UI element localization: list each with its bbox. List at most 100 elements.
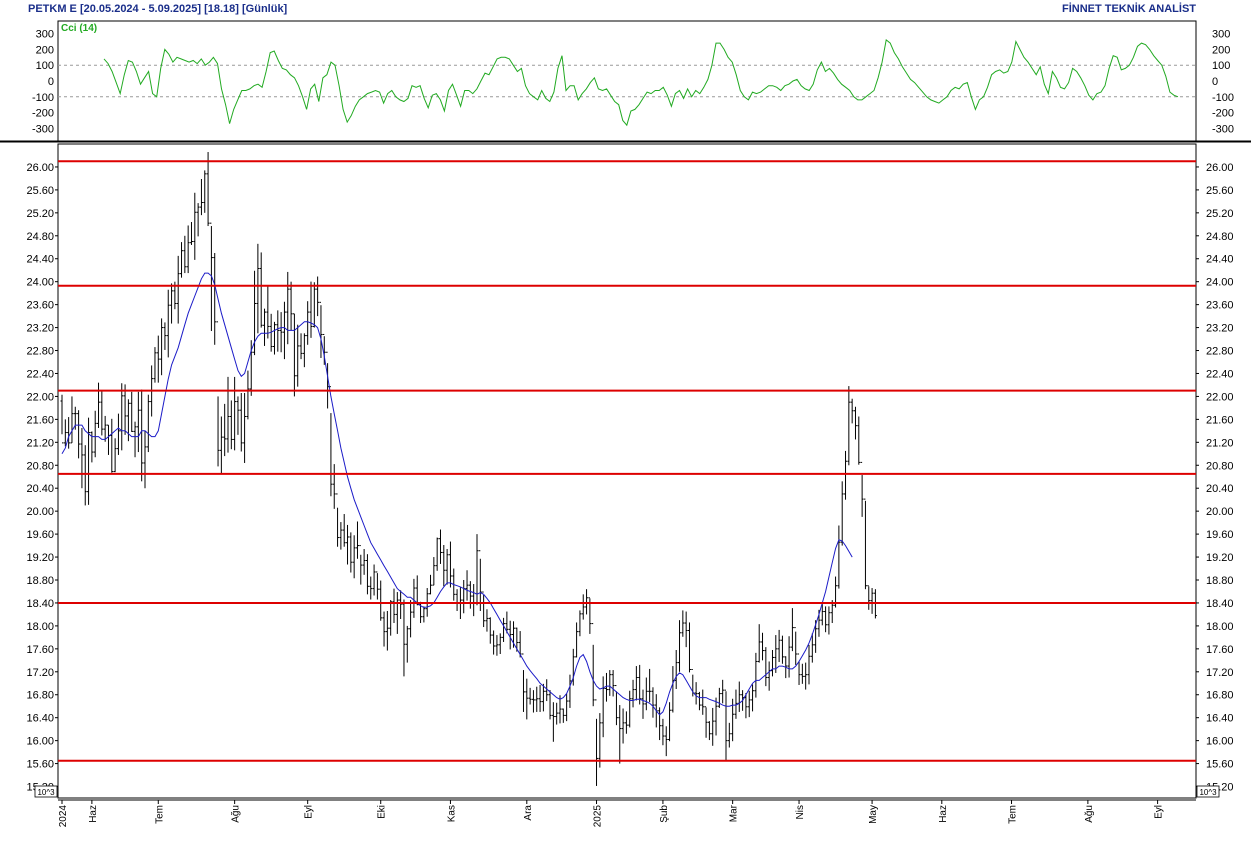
ohlc-bar bbox=[120, 383, 124, 451]
ohlc-bar bbox=[123, 384, 127, 435]
y-tick-label-left: 18.40 bbox=[26, 598, 54, 610]
ohlc-bar bbox=[535, 686, 539, 712]
ohlc-bar bbox=[751, 684, 755, 712]
ohlc-bar bbox=[256, 243, 260, 334]
ohlc-bar bbox=[863, 498, 867, 590]
ohlc-bar bbox=[824, 606, 828, 633]
ohlc-bar bbox=[243, 392, 247, 463]
ohlc-bar bbox=[558, 695, 562, 724]
cci-tick-left: -200 bbox=[32, 108, 54, 120]
ohlc-bar bbox=[681, 610, 685, 637]
ohlc-bar bbox=[844, 450, 848, 500]
ohlc-bar bbox=[226, 376, 230, 453]
price-pane-frame bbox=[57, 143, 1197, 799]
ohlc-bar bbox=[110, 418, 114, 473]
ohlc-bar bbox=[409, 600, 413, 638]
ohlc-bar bbox=[83, 445, 87, 506]
ohlc-bar bbox=[339, 522, 343, 550]
ohlc-bar bbox=[684, 611, 688, 648]
ohlc-bar bbox=[618, 705, 622, 764]
y-tick-label-left: 23.20 bbox=[26, 323, 54, 335]
ohlc-bar bbox=[166, 289, 170, 358]
ohlc-bar bbox=[93, 410, 97, 458]
ohlc-bar bbox=[797, 653, 801, 685]
ohlc-bar bbox=[727, 722, 731, 748]
ohlc-bar bbox=[717, 687, 721, 708]
ohlc-bar bbox=[820, 602, 824, 626]
ohlc-bar bbox=[658, 707, 662, 741]
ohlc-bar bbox=[422, 606, 426, 623]
ohlc-bar bbox=[289, 281, 293, 331]
ohlc-bar bbox=[794, 627, 798, 665]
ohlc-bar bbox=[160, 318, 164, 376]
ohlc-bar bbox=[561, 708, 565, 723]
ohlc-bar bbox=[435, 537, 439, 571]
ohlc-bar bbox=[764, 647, 768, 687]
ohlc-bar bbox=[465, 570, 469, 601]
ohlc-bar bbox=[761, 632, 765, 661]
ohlc-bar bbox=[346, 524, 350, 565]
scale-badge-right bbox=[1196, 785, 1220, 798]
ohlc-bar bbox=[219, 416, 223, 474]
ohlc-bar bbox=[485, 609, 489, 632]
ohlc-bar bbox=[614, 685, 618, 726]
ohlc-bar bbox=[604, 672, 608, 702]
ohlc-bar bbox=[638, 664, 642, 705]
y-tick-label-right: 19.60 bbox=[1206, 529, 1234, 541]
ohlc-bar bbox=[445, 549, 449, 585]
ohlc-bar bbox=[87, 417, 91, 505]
y-tick-label-left: 23.60 bbox=[26, 300, 54, 312]
ohlc-bar bbox=[432, 557, 436, 586]
ohlc-bar bbox=[223, 403, 227, 457]
y-tick-label-left: 16.40 bbox=[26, 713, 54, 725]
x-tick-label: Ara bbox=[523, 805, 534, 821]
ohlc-bar bbox=[379, 580, 383, 621]
ohlc-bar bbox=[67, 417, 71, 449]
ohlc-bar bbox=[306, 301, 310, 345]
y-tick-label-right: 21.60 bbox=[1206, 414, 1234, 426]
ohlc-bar bbox=[362, 549, 366, 575]
ohlc-bar bbox=[468, 581, 472, 609]
ohlc-bar bbox=[541, 683, 545, 712]
ohlc-bar bbox=[389, 600, 393, 636]
ohlc-bar bbox=[462, 580, 466, 614]
y-tick-label-right: 19.20 bbox=[1206, 552, 1234, 564]
y-tick-label-left: 20.00 bbox=[26, 506, 54, 518]
y-tick-label-right: 22.40 bbox=[1206, 368, 1234, 380]
ohlc-bar bbox=[521, 653, 525, 712]
ohlc-bar bbox=[668, 702, 672, 742]
y-tick-label-right: 18.00 bbox=[1206, 621, 1234, 633]
ohlc-bar bbox=[60, 394, 64, 444]
x-tick-label: Tem bbox=[154, 805, 165, 824]
ohlc-bar bbox=[153, 347, 157, 383]
scale-badge-right-text: 10^3 bbox=[1199, 788, 1217, 797]
ohlc-bar bbox=[133, 421, 137, 458]
ohlc-bar bbox=[455, 589, 459, 611]
ohlc-bar bbox=[721, 679, 725, 704]
cci-tick-left: 100 bbox=[36, 60, 54, 72]
ohlc-bar bbox=[508, 620, 512, 650]
ohlc-bar bbox=[704, 706, 708, 738]
y-tick-label-left: 22.40 bbox=[26, 368, 54, 380]
cci-tick-right: -100 bbox=[1212, 92, 1234, 104]
ohlc-bar bbox=[631, 679, 635, 708]
y-tick-label-right: 21.20 bbox=[1206, 437, 1234, 449]
ohlc-bar bbox=[365, 554, 369, 595]
y-tick-label-left: 19.60 bbox=[26, 529, 54, 541]
x-tick-label: Nis bbox=[795, 805, 806, 819]
ohlc-bar bbox=[498, 633, 502, 655]
ohlc-bar bbox=[302, 333, 306, 368]
ohlc-bar bbox=[143, 430, 147, 489]
ohlc-bar bbox=[402, 599, 406, 677]
ohlc-bar bbox=[239, 392, 243, 452]
ohlc-bar bbox=[747, 690, 751, 718]
y-tick-label-right: 22.00 bbox=[1206, 391, 1234, 403]
ohlc-bar bbox=[399, 590, 403, 620]
brand-label: FİNNET TEKNİK ANALİST bbox=[1061, 3, 1196, 15]
y-tick-label-right: 24.80 bbox=[1206, 231, 1234, 243]
ohlc-bar bbox=[359, 545, 363, 585]
ohlc-bar bbox=[790, 608, 794, 652]
ohlc-bar bbox=[199, 178, 203, 216]
ohlc-bar bbox=[342, 514, 346, 547]
